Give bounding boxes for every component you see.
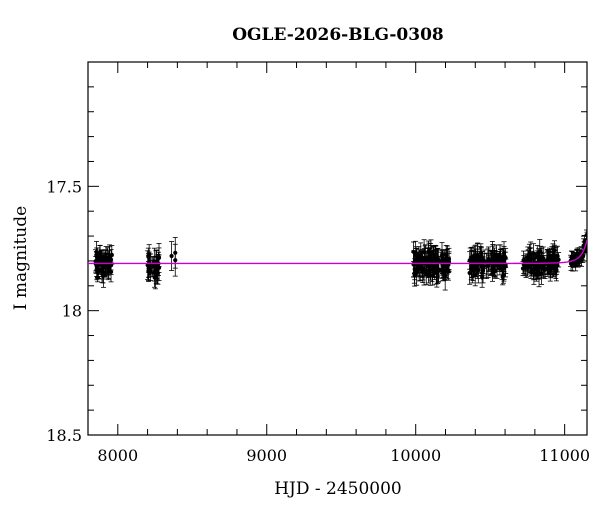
- data-point: [490, 244, 496, 270]
- data-point: [442, 260, 448, 291]
- y-tick-label: 17.5: [46, 177, 82, 196]
- data-point: [491, 259, 497, 276]
- y-axis-ticks: 17.5 18 18.5: [46, 61, 587, 445]
- data-points: [93, 229, 587, 291]
- x-axis-ticks: 8000 9000 10000 11000: [97, 62, 590, 465]
- data-point: [484, 252, 490, 279]
- data-point: [428, 245, 434, 272]
- data-point: [436, 261, 442, 279]
- plot-frame: [87, 61, 588, 436]
- x-tick-label: 8000: [97, 446, 138, 465]
- chart-title: OGLE-2026-BLG-0308: [232, 25, 444, 45]
- data-point: [94, 255, 100, 277]
- data-point: [500, 268, 506, 286]
- data-point: [469, 261, 475, 278]
- y-tick-label: 18.5: [46, 426, 82, 445]
- y-axis-label: I magnitude: [11, 206, 31, 310]
- x-tick-label: 10000: [390, 446, 441, 465]
- x-tick-label: 11000: [539, 446, 590, 465]
- data-point: [540, 246, 546, 271]
- data-point: [475, 248, 481, 265]
- data-point: [522, 257, 528, 277]
- x-axis-label: HJD - 2450000: [274, 479, 402, 499]
- model-curve: [88, 239, 587, 265]
- data-point: [423, 264, 429, 286]
- data-point: [156, 254, 162, 282]
- data-point: [548, 256, 554, 275]
- data-point: [416, 251, 422, 282]
- data-point: [545, 256, 551, 274]
- data-point: [145, 247, 151, 266]
- data-point: [432, 262, 438, 280]
- data-point: [501, 251, 507, 268]
- data-point: [108, 261, 114, 283]
- data-point: [525, 246, 531, 269]
- data-point: [411, 241, 417, 263]
- data-point: [474, 258, 480, 274]
- data-point: [534, 258, 540, 275]
- data-point: [467, 261, 473, 285]
- plot-border: [87, 61, 588, 436]
- data-point: [496, 253, 502, 270]
- model-line: [88, 239, 587, 265]
- data-point: [169, 241, 175, 271]
- x-tick-label: 9000: [246, 446, 287, 465]
- y-tick-label: 18: [62, 302, 82, 321]
